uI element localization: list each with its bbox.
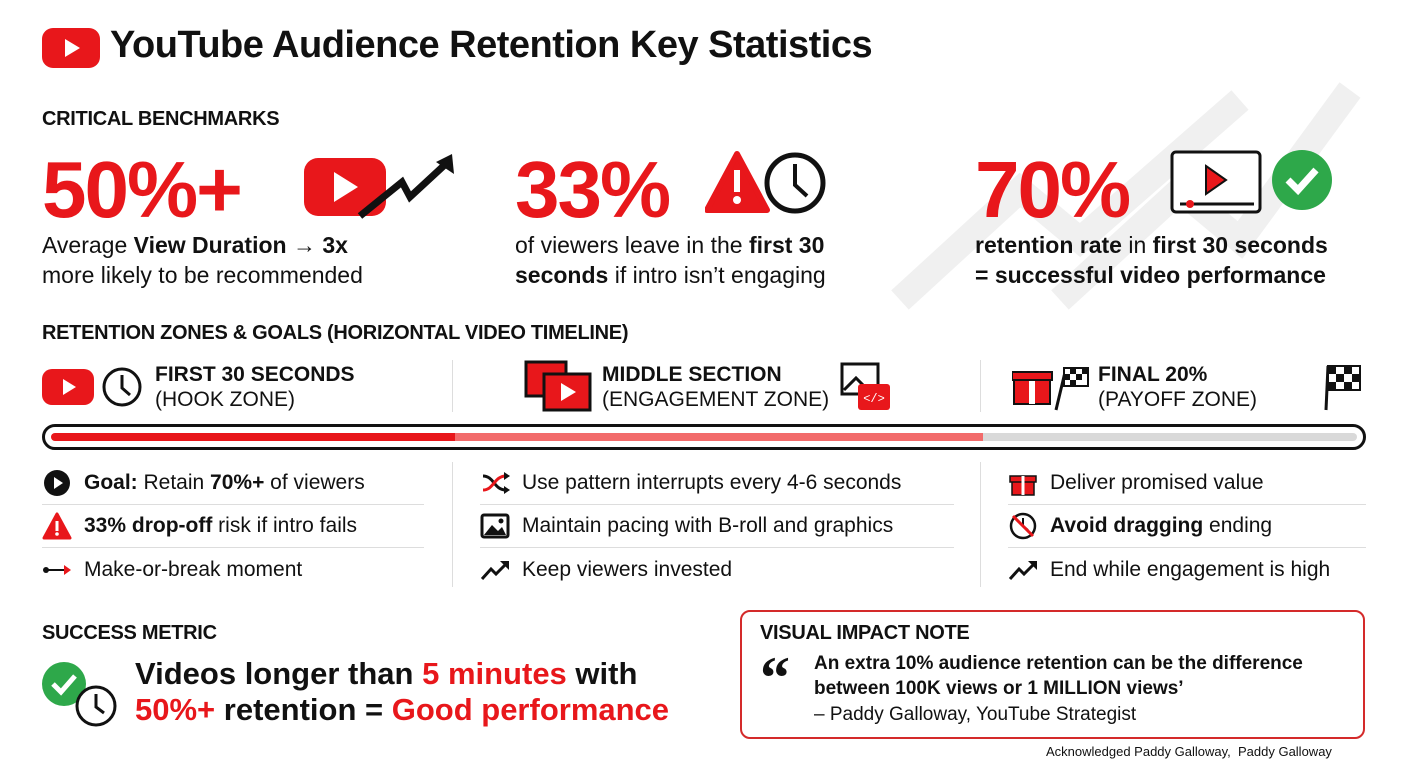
list-item: 33% drop-off risk if intro fails — [42, 505, 424, 548]
svg-text:</>: </> — [863, 392, 885, 406]
list-item: Goal: Retain 70%+ of viewers — [42, 462, 424, 505]
zones-heading: RETENTION ZONES & GOALS (HORIZONTAL VIDE… — [42, 322, 629, 344]
success-metric-text: Videos longer than 5 minutes with 50%+ re… — [135, 656, 670, 727]
stat-desc-dropoff: of viewers leave in the first 30 seconds … — [515, 232, 826, 288]
image-icon — [480, 513, 510, 539]
play-circle-icon — [42, 469, 72, 497]
trend-up-icon — [480, 559, 510, 581]
list-item: Make-or-break moment — [42, 548, 424, 591]
benchmarks-heading: CRITICAL BENCHMARKS — [42, 108, 280, 130]
youtube-logo-icon — [42, 28, 100, 68]
timeline-hook-segment — [51, 433, 455, 441]
youtube-clock-icon — [42, 367, 142, 407]
film-reel-icon — [524, 360, 592, 412]
divider — [452, 360, 453, 412]
gift-icon — [1008, 469, 1038, 497]
video-player-check-icon — [1170, 150, 1332, 214]
zone-hook-header: FIRST 30 SECONDS (HOOK ZONE) — [155, 363, 355, 411]
success-heading: SUCCESS METRIC — [42, 622, 217, 644]
engagement-goals-list: Use pattern interrupts every 4-6 seconds… — [480, 462, 954, 591]
note-heading: VISUAL IMPACT NOTE — [760, 622, 970, 644]
zone-engagement-header: MIDDLE SECTION (ENGAGEMENT ZONE) — [602, 363, 830, 411]
note-quote: An extra 10% audience retention can be t… — [814, 653, 1303, 699]
check-clock-icon — [42, 662, 117, 727]
payoff-goals-list: Deliver promised value Avoid dragging en… — [1008, 462, 1366, 591]
video-timeline-bar — [42, 424, 1366, 450]
warning-icon — [42, 512, 72, 540]
image-code-icon: </> — [840, 362, 890, 410]
list-item: Keep viewers invested — [480, 548, 954, 591]
stat-desc-avd: Average View Duration → 3x more likely to… — [42, 232, 363, 288]
trend-up-icon — [1008, 559, 1038, 581]
page-title: YouTube Audience Retention Key Statistic… — [110, 24, 873, 66]
warning-clock-icon — [705, 151, 826, 214]
hook-goals-list: Goal: Retain 70%+ of viewers 33% drop-of… — [42, 462, 424, 591]
timeline-engagement-segment — [455, 433, 983, 441]
footer-credit: Acknowledged Paddy Galloway, Paddy Gallo… — [1046, 744, 1332, 759]
no-clock-icon — [1008, 511, 1038, 541]
youtube-trend-icon — [304, 154, 454, 219]
timeline-payoff-segment — [983, 433, 1357, 441]
quote-mark-icon: “ — [760, 645, 790, 711]
checkered-flag-icon — [1324, 365, 1361, 411]
stat-value-retention: 70% — [975, 145, 1131, 234]
list-item: Deliver promised value — [1008, 462, 1366, 505]
divider — [980, 360, 981, 412]
stat-value-avd: 50%+ — [42, 145, 243, 234]
divider — [980, 462, 981, 587]
arrow-line-icon — [42, 564, 72, 576]
note-attribution: – Paddy Galloway, YouTube Strategist — [814, 704, 1137, 725]
zone-payoff-header: FINAL 20% (PAYOFF ZONE) — [1098, 363, 1258, 411]
visual-impact-note-box: VISUAL IMPACT NOTE “ An extra 10% audien… — [740, 610, 1365, 739]
list-item: Avoid dragging ending — [1008, 505, 1366, 548]
shuffle-icon — [480, 470, 510, 496]
list-item: End while engagement is high — [1008, 548, 1366, 591]
stat-desc-retention: retention rate in first 30 seconds = succ… — [975, 232, 1328, 288]
gift-flag-icon — [1012, 367, 1089, 411]
list-item: Use pattern interrupts every 4-6 seconds — [480, 462, 954, 505]
stat-value-dropoff: 33% — [515, 145, 671, 234]
list-item: Maintain pacing with B-roll and graphics — [480, 505, 954, 548]
divider — [452, 462, 453, 587]
